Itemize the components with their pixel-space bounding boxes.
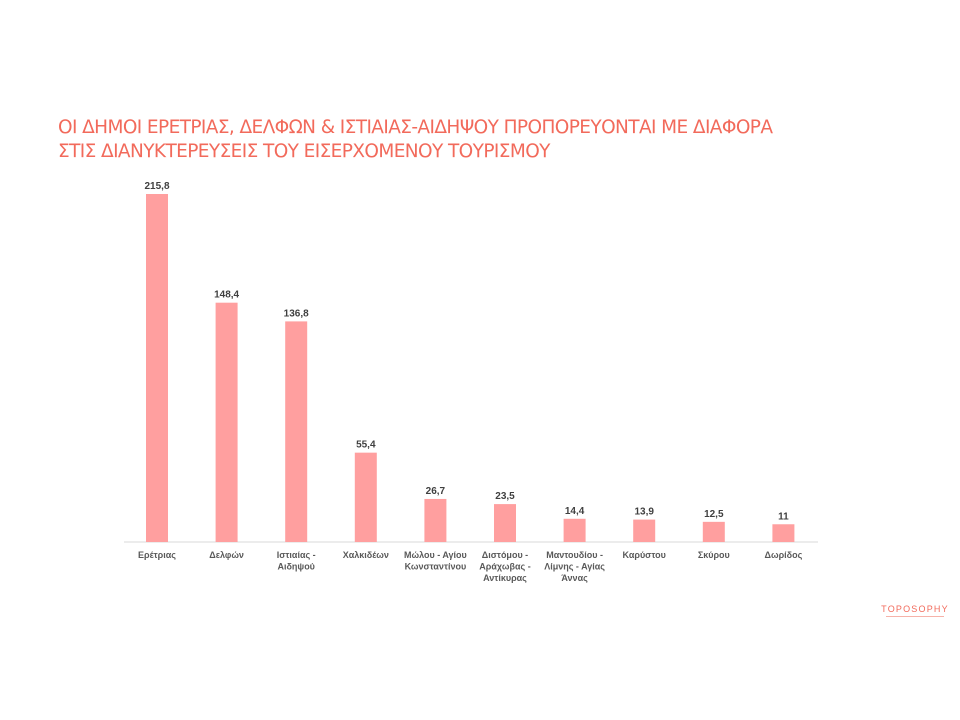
bar-9 [702,521,725,542]
value-label-1: 215,8 [144,181,169,192]
category-label-1: Ερέτριας [138,550,176,560]
category-labels-group: Ερέτριας Δελφών Ιστιαίας -Αιδηψού Χαλκιδέων… [138,550,803,583]
bar-2 [215,302,238,542]
title-line-1: ΟΙ ΔΗΜΟΙ ΕΡΕΤΡΙΑΣ, ΔΕΛΦΩΝ & ΙΣΤΙΑΙΑΣ-ΑΙΔ… [58,117,773,138]
category-label-6: Διστόμου -Αράχωβας -Αντίκυρας [479,550,530,583]
category-label-4: Χαλκιδέων [343,550,389,560]
value-label-10: 11 [778,511,789,522]
bar-5 [424,498,447,542]
logo-underline [886,616,944,617]
category-label-2: Δελφών [209,550,244,560]
value-label-8: 13,9 [634,507,654,518]
bar-4 [354,452,377,542]
value-label-6: 23,5 [495,491,515,502]
value-label-9: 12,5 [704,509,724,520]
logo-text: TOPOSOPHY [881,604,949,614]
bar-6 [494,504,516,542]
category-label-8: Καρύστου [623,550,666,560]
toposophy-logo: TOPOSOPHY [880,604,950,617]
category-label-5: Μώλου - Αγίου Κωνσταντίνου [404,550,467,572]
category-label-7: Μαντουδίου -Λίμνης - Αγίας Άννας [544,550,605,583]
bars-group [146,194,795,542]
category-label-3: Ιστιαίας -Αιδηψού [277,550,316,572]
category-label-10: Δωρίδος [765,550,803,560]
bar-3 [285,321,308,542]
bar-7 [563,518,586,542]
title-line-2: ΣΤΙΣ ΔΙΑΝΥΚΤΕΡΕΥΣΕΙΣ ΤΟΥ ΕΙΣΕΡΧΟΜΕΝΟΥ ΤΟ… [58,141,550,162]
bar-8 [633,519,656,542]
value-label-5: 26,7 [426,486,446,497]
value-label-4: 55,4 [356,440,376,451]
value-label-7: 14,4 [565,506,585,517]
category-label-9: Σκύρου [698,550,730,560]
bar-1 [146,194,168,542]
value-label-3: 136,8 [284,308,309,319]
bar-10 [772,524,795,542]
chart-title: ΟΙ ΔΗΜΟΙ ΕΡΕΤΡΙΑΣ, ΔΕΛΦΩΝ & ΙΣΤΙΑΙΑΣ-ΑΙΔ… [58,116,918,164]
value-label-2: 148,4 [214,290,239,301]
value-labels-group: 215,8 148,4 136,8 55,4 26,7 23,5 14,4 13,9 12,5 1… [144,181,789,522]
